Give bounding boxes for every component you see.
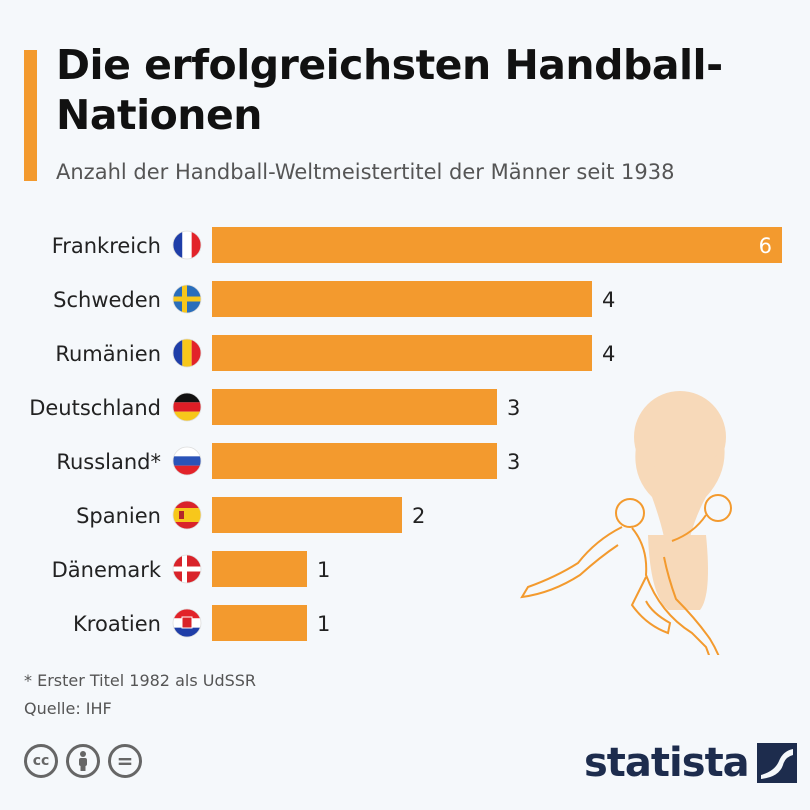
nd-icon[interactable]: = — [108, 744, 142, 778]
statista-logo[interactable]: statista — [584, 735, 797, 791]
data-label: 2 — [412, 504, 425, 528]
footnote: * Erster Titel 1982 als UdSSR — [24, 671, 257, 690]
bar — [212, 335, 592, 371]
category-label: Kroatien — [73, 612, 161, 636]
category-label: Russland* — [56, 450, 161, 474]
bar — [212, 497, 402, 533]
spain-flag-icon — [172, 500, 202, 530]
france-flag-icon — [172, 230, 202, 260]
title-accent-bar — [24, 50, 37, 181]
romania-flag-icon — [172, 338, 202, 368]
data-label: 6 — [759, 234, 772, 258]
bar — [212, 281, 592, 317]
category-label: Spanien — [76, 504, 161, 528]
data-label: 1 — [317, 558, 330, 582]
russia-flag-icon — [172, 446, 202, 476]
data-label: 1 — [317, 612, 330, 636]
data-label: 4 — [602, 342, 615, 366]
category-label: Frankreich — [52, 234, 161, 258]
bar — [212, 551, 307, 587]
statista-logo-icon — [756, 743, 797, 783]
chart-title: Die erfolgreichsten Handball-Nationen — [56, 41, 723, 139]
brand-name: statista — [584, 740, 750, 786]
bar — [212, 443, 497, 479]
category-label: Deutschland — [29, 396, 161, 420]
data-label: 4 — [602, 288, 615, 312]
data-label: 3 — [507, 450, 520, 474]
category-label: Schweden — [53, 288, 161, 312]
croatia-flag-icon — [172, 608, 202, 638]
by-icon[interactable] — [66, 744, 100, 778]
chart-subtitle: Anzahl der Handball-Weltmeistertitel der… — [56, 160, 675, 184]
category-label: Dänemark — [52, 558, 162, 582]
category-label: Rumänien — [55, 342, 161, 366]
data-label: 3 — [507, 396, 520, 420]
bar — [212, 605, 307, 641]
sweden-flag-icon — [172, 284, 202, 314]
handball-player-illustration — [520, 391, 732, 655]
bar — [212, 227, 782, 263]
bar-chart: Frankreich Schweden Rumänien Deutschland Rus… — [29, 227, 782, 655]
germany-flag-icon — [172, 392, 202, 422]
license-icons: cc = — [24, 744, 142, 778]
cc-icon[interactable]: cc — [24, 744, 58, 778]
denmark-flag-icon — [172, 554, 202, 584]
source-note: Quelle: IHF — [24, 699, 112, 718]
bar — [212, 389, 497, 425]
